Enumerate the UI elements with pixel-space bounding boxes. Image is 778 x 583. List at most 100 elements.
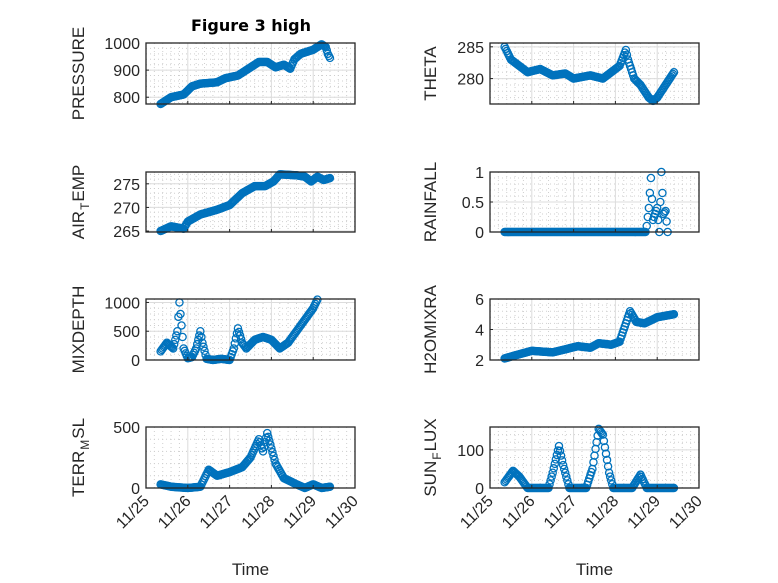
data-point — [669, 309, 679, 319]
y-tick-label: 500 — [113, 324, 140, 341]
x-tick-label: 11/25 — [113, 493, 153, 533]
y-tick-label: 0 — [131, 353, 140, 370]
data-point — [668, 69, 678, 79]
y-label-rest: SL — [69, 418, 88, 439]
y-tick-label: 800 — [113, 90, 140, 107]
y-axis-label: H2OMIXRA — [421, 284, 440, 373]
y-label-main: SUN — [421, 461, 440, 497]
data-point — [556, 451, 566, 460]
y-tick-label: 1000 — [104, 36, 140, 53]
data-point — [559, 464, 569, 474]
data-point — [622, 50, 632, 60]
axes-box — [489, 171, 700, 233]
subplot-7: 0 500 11/25 11/26 11/27 11/28 11/29 11/30 TERRMS… — [69, 418, 362, 579]
subplot-6: 2 4 6 H2OMIXRA — [421, 284, 700, 374]
figure-title: Figure 3 high — [191, 16, 311, 35]
y-tick-label: 2 — [475, 353, 484, 370]
subplot-5: 0 500 1000 MIXDEPTH — [69, 286, 356, 374]
data-point — [168, 344, 178, 353]
data-point — [325, 53, 335, 63]
data-point — [658, 188, 667, 198]
data-point — [549, 464, 558, 473]
y-axis-label: THETA — [421, 46, 440, 101]
y-tick-label: 6 — [475, 292, 484, 309]
y-tick-label: 0 — [131, 481, 140, 498]
axes-box — [489, 426, 700, 489]
y-tick-label: 4 — [475, 323, 484, 340]
y-axis-label: RAINFALL — [421, 162, 440, 242]
data-point — [169, 339, 179, 349]
axes-box — [145, 171, 356, 233]
data-point — [547, 472, 556, 481]
data-point — [642, 221, 652, 231]
data-point — [198, 338, 207, 347]
data-point — [661, 206, 670, 216]
data-point — [597, 428, 607, 438]
data-point — [560, 468, 570, 477]
data-point — [199, 342, 208, 352]
x-tick-label: 11/29 — [281, 493, 321, 533]
data-series — [156, 295, 322, 365]
x-tick-label: 11/28 — [239, 493, 279, 533]
x-tick-label: 11/25 — [457, 493, 497, 533]
data-point — [266, 440, 275, 449]
data-point — [660, 208, 669, 217]
data-point — [644, 203, 654, 213]
data-point — [264, 432, 273, 442]
data-point — [325, 173, 335, 183]
data-point — [554, 441, 564, 451]
x-tick-label: 11/26 — [155, 493, 195, 533]
y-label-subscript: T — [78, 202, 92, 210]
x-tick-label: 11/27 — [197, 493, 237, 533]
x-axis-label: Time — [232, 560, 269, 579]
data-point — [606, 476, 616, 485]
data-point — [590, 451, 599, 460]
y-tick-label: 280 — [457, 72, 484, 89]
data-point — [177, 321, 186, 330]
y-label-rest: LUX — [421, 418, 440, 451]
data-point — [591, 444, 600, 454]
data-point — [557, 456, 567, 465]
y-axis-label: MIXDEPTH — [69, 286, 88, 374]
y-tick-label: 285 — [457, 40, 484, 57]
data-point — [546, 476, 555, 485]
data-point — [195, 331, 204, 340]
data-point — [558, 460, 568, 470]
y-label-rest: EMP — [69, 165, 88, 202]
data-point — [602, 455, 612, 465]
data-point — [171, 335, 180, 345]
y-label-main: PRESSURE — [69, 27, 88, 121]
data-point — [555, 446, 565, 456]
axes-box — [145, 426, 356, 489]
data-point — [258, 447, 268, 456]
subplot-1: 800 900 1000 PRESSURE — [69, 27, 356, 121]
y-tick-label: 0 — [475, 225, 484, 242]
y-label-main: H2OMIXRA — [421, 284, 440, 373]
data-series — [156, 170, 335, 236]
y-label-subscript: M — [78, 440, 92, 450]
data-point — [653, 215, 663, 225]
data-point — [270, 455, 279, 465]
y-tick-label: 0 — [475, 481, 484, 498]
data-point — [601, 449, 611, 458]
axes-box — [489, 42, 700, 105]
data-series — [500, 42, 679, 106]
y-tick-label: 900 — [113, 63, 140, 80]
x-tick-label: 11/28 — [583, 493, 623, 533]
data-point — [200, 346, 209, 356]
data-point — [589, 458, 598, 467]
data-point — [325, 482, 335, 492]
y-label-main: THETA — [421, 46, 440, 101]
y-tick-label: 1000 — [104, 295, 140, 312]
data-series — [500, 306, 679, 363]
axes-box — [489, 298, 700, 361]
data-point — [646, 173, 656, 183]
data-point — [196, 326, 205, 336]
data-point — [647, 194, 657, 204]
data-point — [603, 462, 613, 471]
